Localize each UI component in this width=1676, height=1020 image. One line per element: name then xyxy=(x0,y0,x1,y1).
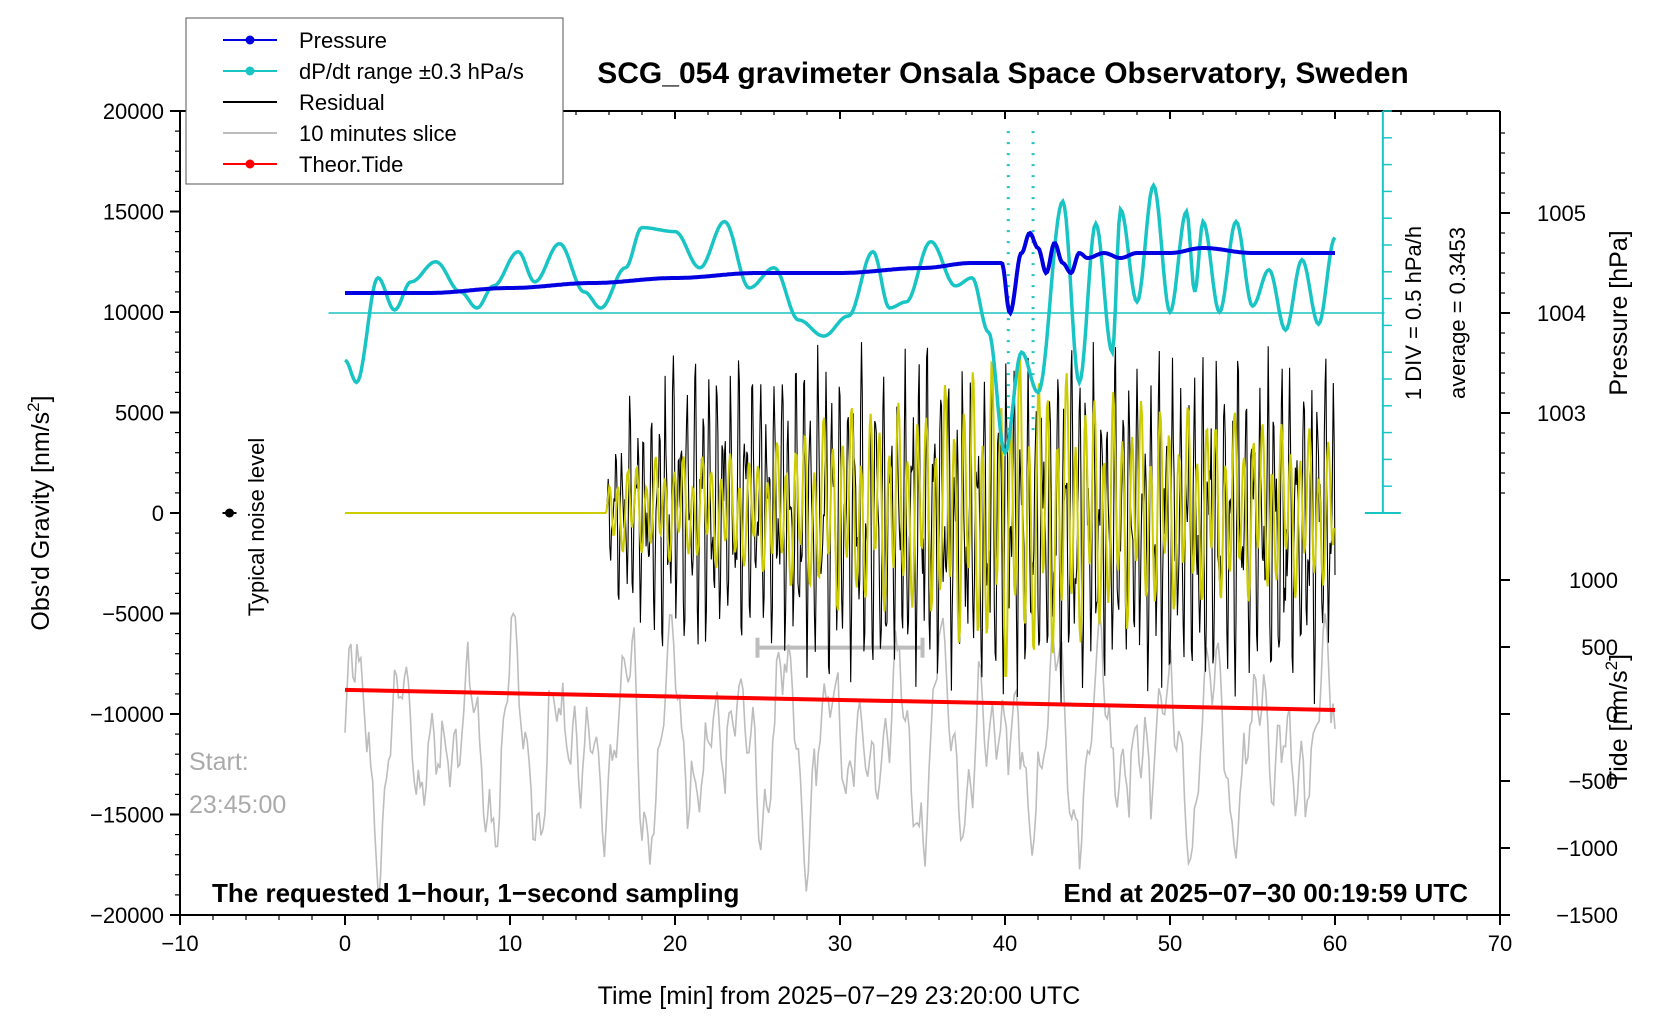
legend-marker-5 xyxy=(245,159,255,169)
tide-tick-label: −1000 xyxy=(1556,836,1618,861)
pressure-axis-title: Pressure [hPa] xyxy=(1605,230,1633,395)
tide-tick-label: 500 xyxy=(1581,635,1618,660)
tide-axis-title-text: Tide [nm/s xyxy=(1605,670,1633,786)
tide-axis-title-sup: 2 xyxy=(1602,661,1621,670)
tide-axis-title-end: ] xyxy=(1605,654,1633,661)
pressure-div-note: 1 DIV = 0.5 hPa/h xyxy=(1401,226,1426,400)
left-axis-title-sup: 2 xyxy=(24,402,43,411)
x-tick-label: 10 xyxy=(498,931,522,956)
x-tick-label: 70 xyxy=(1488,931,1512,956)
x-axis-title: Time [min] from 2025−07−29 23:20:00 UTC xyxy=(598,982,1081,1010)
tide-tick-label: 0 xyxy=(1606,702,1618,727)
x-tick-label: 30 xyxy=(828,931,852,956)
legend-label-5: Theor.Tide xyxy=(299,152,403,177)
y-left-tick-label: 15000 xyxy=(103,200,164,225)
pressure-tick-label: 1005 xyxy=(1537,201,1586,226)
x-tick-label: 50 xyxy=(1158,931,1182,956)
legend-label-2: dP/dt range ±0.3 hPa/s xyxy=(299,59,524,84)
left-axis-title-text: Obs'd Gravity [nm/s xyxy=(27,412,55,631)
tide-tick-label: 1000 xyxy=(1569,568,1618,593)
y-left-tick-label: −5000 xyxy=(102,602,164,627)
end-time-note: End at 2025−07−30 00:19:59 UTC xyxy=(1063,878,1468,908)
sampling-note: The requested 1−hour, 1−second sampling xyxy=(212,878,739,908)
x-tick-label: −10 xyxy=(161,931,198,956)
legend-label-1: Pressure xyxy=(299,28,387,53)
chart-title: SCG_054 gravimeter Onsala Space Observat… xyxy=(597,57,1409,90)
x-tick-label: 60 xyxy=(1323,931,1347,956)
left-axis-title: Obs'd Gravity [nm/s2] xyxy=(24,395,55,630)
pressure-tick-label: 1003 xyxy=(1537,401,1586,426)
x-tick-label: 20 xyxy=(663,931,687,956)
dpdt-line xyxy=(344,181,1337,457)
y-left-tick-label: 0 xyxy=(152,501,164,526)
legend-items: Pressure dP/dt range ±0.3 hPa/s Residual 10… xyxy=(223,28,524,177)
pressure-line xyxy=(345,230,1335,317)
x-tick-label: 0 xyxy=(339,931,351,956)
tide-tick-label: −1500 xyxy=(1556,903,1618,928)
legend: Pressure dP/dt range ±0.3 hPa/s Residual 10… xyxy=(185,17,564,185)
x-tick-label: 40 xyxy=(993,931,1017,956)
filtered-residual-line xyxy=(345,354,1335,678)
y-left-tick-label: −15000 xyxy=(90,803,164,828)
ticks-layer: −10 0 10 20 30 40 50 60 7020000150001000050000−5… xyxy=(90,99,1618,956)
legend-label-4: 10 minutes slice xyxy=(299,121,457,146)
tide-axis-title: Tide [nm/s2] xyxy=(1602,654,1633,786)
start-time-label: 23:45:00 xyxy=(189,791,286,819)
pressure-tick-label: 1004 xyxy=(1537,301,1586,326)
noise-level-label: Typical noise level xyxy=(244,438,269,617)
pressure-average-note: average = 0.3453 xyxy=(1445,227,1470,399)
legend-label-3: Residual xyxy=(299,90,385,115)
y-left-tick-label: 5000 xyxy=(115,401,164,426)
series-layer xyxy=(222,131,1385,903)
left-axis-title-end: ] xyxy=(27,395,55,402)
y-left-tick-label: −10000 xyxy=(90,702,164,727)
y-left-tick-label: 20000 xyxy=(103,99,164,124)
start-label: Start: xyxy=(189,748,249,776)
legend-marker-2 xyxy=(245,66,255,76)
y-left-tick-label: −20000 xyxy=(90,903,164,928)
tide-tick-label: −500 xyxy=(1568,769,1618,794)
theor-tide-line xyxy=(344,687,1336,712)
y-left-tick-label: 10000 xyxy=(103,300,164,325)
legend-marker-1 xyxy=(245,35,255,45)
